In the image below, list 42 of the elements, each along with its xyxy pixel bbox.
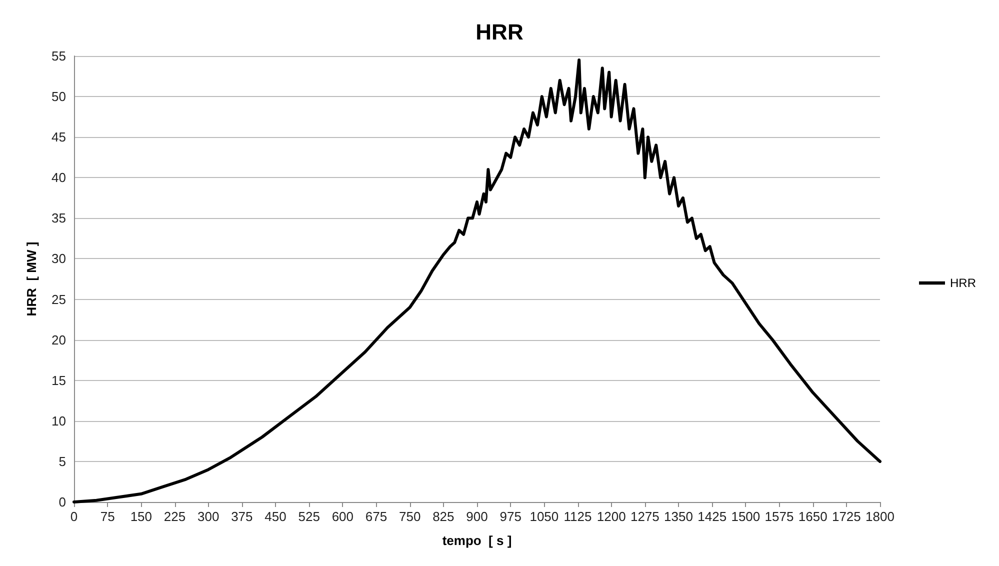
x-tick-label: 375 [231, 509, 253, 524]
x-tick-label: 75 [100, 509, 115, 524]
x-tick-label: 300 [197, 509, 220, 524]
x-tick-label: 600 [332, 509, 354, 524]
x-tick-label: 1650 [798, 509, 828, 524]
x-tick-label: 1125 [564, 509, 592, 524]
x-tick-label: 1500 [731, 509, 760, 524]
y-tick-label: 30 [52, 251, 66, 266]
x-tick-label: 750 [398, 509, 421, 524]
x-tick-label: 1800 [866, 509, 894, 524]
x-tick-label: 150 [130, 509, 152, 524]
y-tick-label: 5 [58, 454, 66, 469]
y-tick-label: 25 [52, 292, 66, 307]
x-tick-label: 675 [365, 509, 388, 524]
y-tick-label: 15 [52, 372, 66, 388]
x-tick-label: 975 [500, 509, 522, 524]
y-tick-label: 55 [52, 48, 66, 64]
y-tick-label: 10 [52, 413, 66, 428]
x-tick-label: 1725 [832, 509, 861, 524]
x-tick-label: 1575 [764, 509, 794, 524]
x-tick-label: 1200 [596, 509, 626, 524]
legend-label: HRR [950, 276, 976, 290]
y-tick-label: 45 [52, 130, 66, 145]
y-tick-label: 35 [52, 210, 66, 226]
y-axis-title: HRR [ MW ] [24, 242, 39, 316]
x-tick-label: 225 [164, 509, 186, 524]
x-tick-label: 450 [264, 509, 286, 524]
line-series [72, 58, 882, 504]
x-tick-label: 1425 [698, 509, 727, 524]
y-tick-label: 0 [58, 494, 66, 510]
x-tick-label: 900 [466, 509, 488, 524]
x-axis-title: tempo [ s ] [442, 533, 512, 548]
y-tick-label: 50 [52, 89, 66, 104]
x-tick-label: 1275 [630, 509, 660, 524]
x-tick-label: 1350 [664, 509, 693, 524]
x-tick-label: 525 [298, 509, 320, 524]
y-tick-label: 20 [52, 332, 66, 348]
y-tick-label: 40 [52, 170, 66, 186]
chart-title: HRR [476, 20, 524, 44]
x-tick-label: 0 [70, 509, 78, 524]
x-tick-label: 825 [432, 509, 454, 524]
x-tick-label: 1050 [530, 509, 559, 524]
